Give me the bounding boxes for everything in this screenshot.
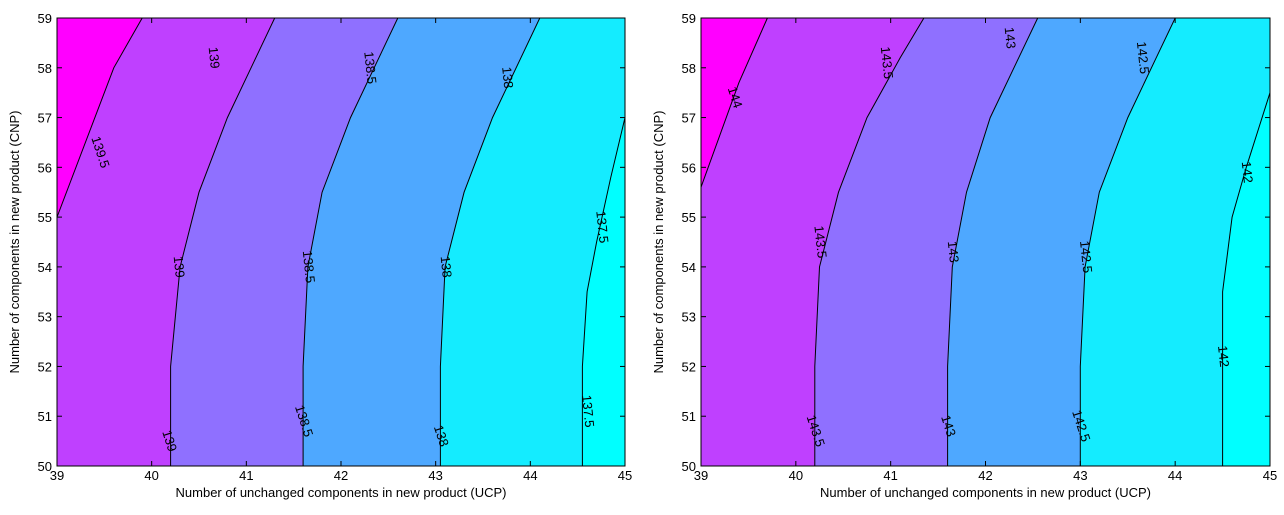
contour-region — [57, 18, 143, 466]
x-tick-label: 42 — [334, 468, 348, 483]
plot-area: 144143.5143.5143.5143143143142.5142.5142… — [701, 18, 1270, 466]
y-tick-label: 53 — [682, 310, 696, 325]
contour-region — [701, 18, 768, 466]
contour-line — [814, 18, 925, 466]
x-tick-label: 40 — [789, 468, 803, 483]
x-tick-label: 40 — [144, 468, 158, 483]
contour-label: 138 — [438, 255, 455, 278]
y-tick-label: 59 — [682, 11, 696, 26]
contour-label: 142.5 — [1134, 41, 1152, 75]
contour-line — [302, 18, 399, 466]
contour-label: 138.5 — [361, 51, 379, 85]
x-tick-label: 39 — [694, 468, 708, 483]
contour-label: 137.5 — [579, 394, 597, 428]
y-tick-label: 55 — [682, 210, 696, 225]
contour-label: 143 — [945, 240, 962, 263]
x-axis-label: Number of unchanged components in new pr… — [820, 485, 1151, 500]
x-tick-label: 39 — [50, 468, 64, 483]
contour-line — [947, 18, 1039, 466]
x-tick-label: 41 — [239, 468, 253, 483]
contour-region — [701, 18, 924, 466]
contour-label: 139 — [171, 255, 188, 278]
contour-label: 142.5 — [1077, 240, 1095, 274]
y-tick-label: 56 — [682, 160, 696, 175]
x-tick-label: 45 — [1263, 468, 1277, 483]
contour-region — [57, 18, 275, 466]
y-tick-label: 53 — [38, 310, 52, 325]
y-tick-label: 56 — [38, 160, 52, 175]
contour-label: 138 — [499, 66, 516, 89]
x-tick-label: 43 — [1073, 468, 1087, 483]
contour-label: 144 — [725, 85, 746, 110]
contour-line — [57, 18, 143, 218]
y-tick-label: 55 — [38, 210, 52, 225]
plot-area: 139.5139139139138.5138.5138.513813813813… — [57, 18, 625, 466]
y-axis-label: Number of components in new product (CNP… — [651, 110, 666, 373]
y-tick-label: 57 — [682, 111, 696, 126]
contour-line — [701, 18, 768, 188]
contour-line — [1079, 18, 1176, 466]
y-tick-label: 57 — [38, 111, 52, 126]
y-tick-label: 59 — [38, 11, 52, 26]
x-tick-label: 45 — [618, 468, 632, 483]
y-tick-label: 54 — [38, 260, 52, 275]
contour-label: 138.5 — [300, 250, 318, 284]
y-tick-label: 51 — [38, 409, 52, 424]
y-axis-label: Number of components in new product (CNP… — [7, 110, 22, 373]
contour-label: 142 — [1239, 161, 1256, 184]
y-tick-label: 50 — [38, 459, 52, 474]
y-tick-label: 58 — [682, 61, 696, 76]
y-tick-label: 50 — [682, 459, 696, 474]
contour-line — [1222, 92, 1270, 466]
x-tick-label: 41 — [883, 468, 897, 483]
contour-label: 142 — [1215, 345, 1232, 368]
contour-chart-2: 144143.5143.5143.5143143143142.5142.5142… — [651, 11, 1277, 500]
y-tick-label: 54 — [682, 260, 696, 275]
contour-label: 143 — [938, 413, 959, 438]
x-axis-label: Number of unchanged components in new pr… — [176, 485, 507, 500]
contour-label: 138 — [431, 423, 452, 448]
x-tick-label: 44 — [523, 468, 537, 483]
contour-label: 143.5 — [878, 46, 896, 80]
contour-label: 143 — [1002, 26, 1019, 49]
contour-line — [439, 18, 541, 466]
y-tick-label: 52 — [38, 359, 52, 374]
contour-label: 143.5 — [811, 225, 829, 259]
y-tick-label: 58 — [38, 61, 52, 76]
x-tick-label: 42 — [978, 468, 992, 483]
x-tick-label: 43 — [428, 468, 442, 483]
contour-label: 139 — [159, 428, 180, 453]
contour-label: 137.5 — [593, 210, 611, 244]
contour-label: 139 — [206, 46, 223, 69]
contour-line — [170, 18, 276, 466]
x-tick-label: 44 — [1168, 468, 1182, 483]
contour-line — [581, 117, 625, 466]
y-tick-label: 51 — [682, 409, 696, 424]
contour-chart-1: 139.5139139139138.5138.5138.513813813813… — [7, 11, 632, 500]
y-tick-label: 52 — [682, 359, 696, 374]
